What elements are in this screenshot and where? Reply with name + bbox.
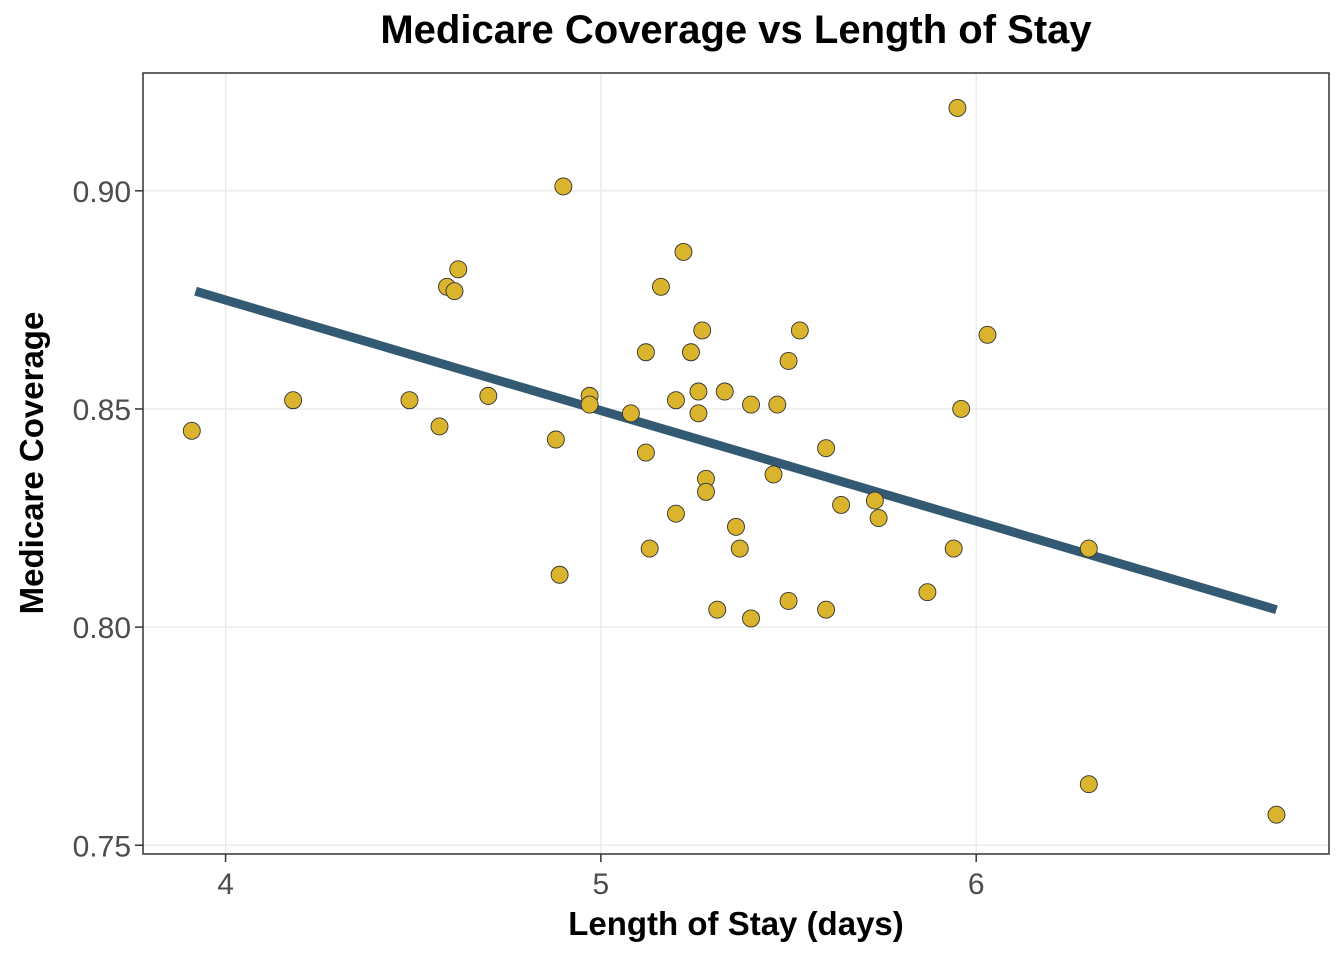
data-point [546,430,565,449]
data-point [869,509,888,527]
data-point [689,382,708,401]
data-point [715,382,734,401]
x-tick-label: 4 [217,868,234,901]
data-point [182,421,201,440]
gridlines [143,73,1329,854]
data-point [742,395,760,414]
data-point [430,417,449,436]
data-point [768,395,787,414]
data-point [640,539,659,558]
data-point [1079,539,1098,558]
data-point [832,495,851,514]
panel-border [142,72,1330,855]
data-point [445,282,464,301]
data-point [742,609,760,628]
data-point [944,539,963,558]
data-point [400,391,419,410]
data-point [636,343,655,362]
data-point [1267,805,1286,824]
x-axis-label: Length of Stay (days) [568,905,904,942]
x-axis-ticks: 4 5 6 [217,854,985,901]
data-point [580,395,599,414]
data-points [182,98,1286,824]
data-point [449,260,468,279]
x-tick-label: 5 [593,868,610,901]
data-point [790,321,809,340]
data-point [479,386,498,405]
data-point [918,583,937,602]
data-point [666,504,685,523]
data-point [708,600,727,619]
data-point [727,517,745,536]
data-point [978,325,997,344]
data-point [865,491,884,510]
data-point [636,443,655,462]
data-point [779,591,798,610]
data-point [550,565,569,584]
data-point [764,465,783,484]
data-point [621,404,640,423]
x-tick-label: 6 [968,868,985,901]
data-point [693,321,712,340]
data-point [817,600,836,619]
data-point [730,539,749,558]
y-axis-ticks: 0.75 0.80 0.85 0.90 [73,176,143,863]
trend-line [194,286,1278,614]
y-tick-label: 0.80 [73,612,131,645]
y-tick-label: 0.90 [73,176,131,209]
data-point [952,400,971,418]
chart-title: Medicare Coverage vs Length of Stay [380,8,1092,52]
data-point [682,343,700,362]
data-point [651,277,670,296]
data-point [779,352,798,370]
data-point [284,391,303,410]
data-point [674,242,693,261]
data-point [697,482,715,501]
data-point [817,439,836,458]
data-point [1079,775,1098,794]
trend-line-group [194,286,1278,614]
data-point [948,98,967,117]
y-tick-label: 0.85 [73,394,131,427]
data-point [554,177,573,196]
y-tick-label: 0.75 [73,830,131,863]
data-point [666,391,685,410]
data-point [689,404,708,423]
